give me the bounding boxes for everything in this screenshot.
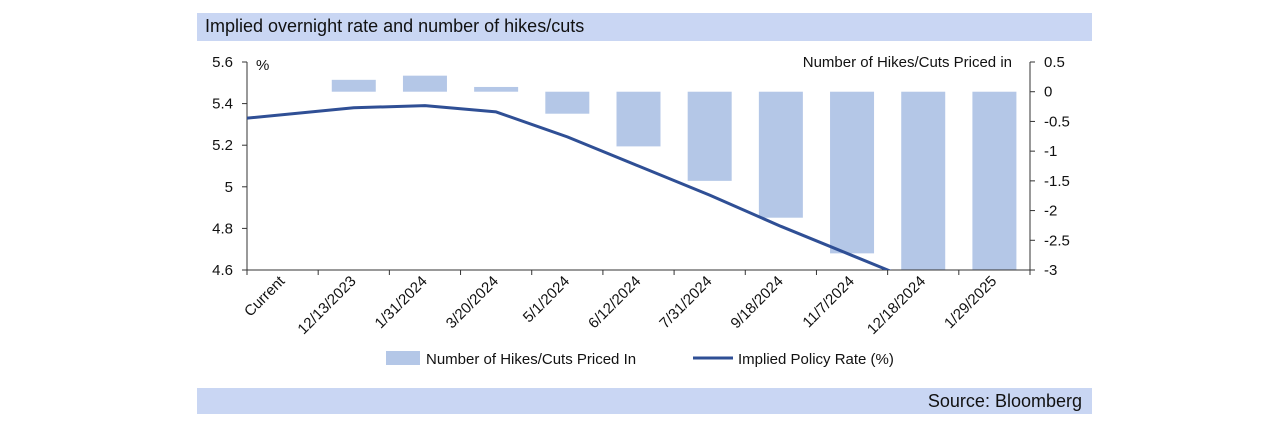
bar-1-31-2024 [402, 75, 447, 92]
legend-line-label: Implied Policy Rate (%) [738, 351, 894, 368]
left-tick-label: 4.6 [212, 262, 233, 279]
implied-policy-rate-line [247, 104, 892, 270]
x-tick-label: 11/7/2024 [799, 273, 857, 331]
right-tick-label: -0.5 [1044, 113, 1070, 130]
x-tick-label: 1/31/2024 [372, 273, 431, 332]
bar-11-7-2024 [830, 91, 875, 254]
right-tick-label: -3 [1044, 262, 1057, 279]
right-tick-label: -2.5 [1044, 232, 1070, 249]
right-axis-title: Number of Hikes/Cuts Priced in [803, 54, 1012, 71]
x-tick-label: 1/29/2025 [941, 273, 1000, 332]
left-tick-label: 5 [225, 179, 233, 196]
title-band: Implied overnight rate and number of hik… [197, 13, 1092, 41]
left-tick-label: 5.4 [212, 96, 233, 113]
x-tick-label: Current [241, 272, 289, 320]
x-tick-label: 12/13/2023 [294, 273, 359, 338]
x-tick-label: 7/31/2024 [656, 273, 715, 332]
left-axis-unit: % [256, 57, 269, 74]
x-tick-label: 9/18/2024 [727, 273, 786, 332]
source-label: Source: Bloomberg [927, 391, 1082, 411]
bar-7-31-2024 [687, 91, 732, 181]
right-tick-label: 0.5 [1044, 54, 1065, 71]
bar-9-18-2024 [758, 91, 803, 218]
x-tick-label: 12/18/2024 [864, 273, 929, 338]
x-tick-label: 3/20/2024 [443, 273, 502, 332]
legend-bar-swatch [386, 351, 420, 365]
bar-3-20-2024 [474, 86, 519, 92]
right-tick-label: -1 [1044, 143, 1057, 160]
left-tick-label: 4.8 [212, 220, 233, 237]
bar-12-13-2023 [331, 79, 376, 92]
right-tick-label: -2 [1044, 203, 1057, 220]
x-tick-label: 5/1/2024 [520, 273, 573, 326]
chart-title: Implied overnight rate and number of hik… [205, 16, 585, 36]
x-tick-label: 6/12/2024 [585, 273, 644, 332]
bar-5-1-2024 [545, 91, 590, 114]
left-tick-label: 5.2 [212, 137, 233, 154]
left-tick-label: 5.6 [212, 54, 233, 71]
right-tick-label: -1.5 [1044, 173, 1070, 190]
bar-1-29-2025 [972, 91, 1017, 270]
bar-12-18-2024 [901, 91, 946, 270]
source-band: Source: Bloomberg [197, 388, 1092, 414]
legend-bar-label: Number of Hikes/Cuts Priced In [426, 351, 636, 368]
bar-6-12-2024 [616, 91, 661, 147]
right-tick-label: 0 [1044, 84, 1052, 101]
